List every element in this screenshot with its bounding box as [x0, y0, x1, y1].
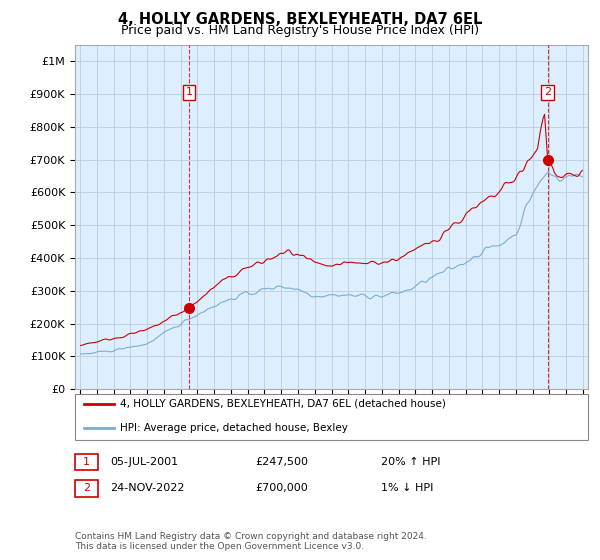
- Text: HPI: Average price, detached house, Bexley: HPI: Average price, detached house, Bexl…: [120, 423, 348, 433]
- Text: 1% ↓ HPI: 1% ↓ HPI: [381, 483, 433, 493]
- Text: 1: 1: [83, 457, 90, 467]
- Text: 20% ↑ HPI: 20% ↑ HPI: [381, 457, 440, 467]
- Text: Contains HM Land Registry data © Crown copyright and database right 2024.
This d: Contains HM Land Registry data © Crown c…: [75, 532, 427, 552]
- Text: £247,500: £247,500: [255, 457, 308, 467]
- Text: Price paid vs. HM Land Registry's House Price Index (HPI): Price paid vs. HM Land Registry's House …: [121, 24, 479, 36]
- Text: 2: 2: [544, 87, 551, 97]
- Text: 05-JUL-2001: 05-JUL-2001: [110, 457, 178, 467]
- Text: £700,000: £700,000: [255, 483, 308, 493]
- Text: 4, HOLLY GARDENS, BEXLEYHEATH, DA7 6EL: 4, HOLLY GARDENS, BEXLEYHEATH, DA7 6EL: [118, 12, 482, 27]
- Text: 1: 1: [185, 87, 193, 97]
- Text: 24-NOV-2022: 24-NOV-2022: [110, 483, 184, 493]
- Text: 2: 2: [83, 483, 90, 493]
- Text: 4, HOLLY GARDENS, BEXLEYHEATH, DA7 6EL (detached house): 4, HOLLY GARDENS, BEXLEYHEATH, DA7 6EL (…: [120, 399, 446, 409]
